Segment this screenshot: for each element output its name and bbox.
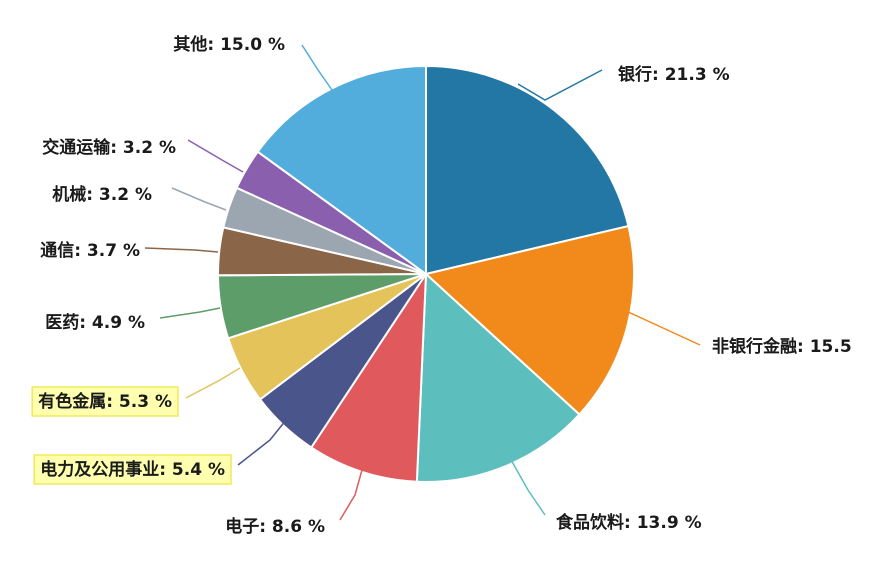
leader-lines <box>144 44 701 521</box>
leader-line-1 <box>623 309 701 346</box>
slice-label-group-10: 其他: 15.0 % <box>173 34 285 55</box>
leader-line-6 <box>159 307 221 319</box>
slice-label-group-5: 有色金属: 5.3 % <box>31 386 179 417</box>
leader-line-3 <box>339 469 363 521</box>
slice-label-9: 交通运输: 3.2 % <box>42 137 176 158</box>
pie-slice-0 <box>425 64 630 276</box>
slice-label-4: 电力及公用事业: 5.4 % <box>40 459 225 480</box>
leader-line-10 <box>301 44 333 91</box>
slice-label-2: 食品饮料: 13.9 % <box>556 512 702 533</box>
leader-line-4 <box>237 419 287 466</box>
slice-label-10: 其他: 15.0 % <box>173 34 285 55</box>
slice-label-group-7: 通信: 3.7 % <box>40 240 140 261</box>
slice-label-group-0: 银行: 21.3 % <box>618 64 730 85</box>
slice-label-8: 机械: 3.2 % <box>52 184 152 205</box>
slice-label-group-6: 医药: 4.9 % <box>45 312 145 333</box>
leader-line-8 <box>171 187 227 211</box>
label-highlight-5 <box>31 386 179 417</box>
slice-label-7: 通信: 3.7 % <box>40 240 140 261</box>
leader-line-5 <box>185 367 241 399</box>
leader-line-2 <box>509 457 546 516</box>
leader-line-7 <box>144 247 219 253</box>
slice-label-6: 医药: 4.9 % <box>45 312 145 333</box>
slice-label-0: 银行: 21.3 % <box>618 64 730 85</box>
slice-label-group-8: 机械: 3.2 % <box>52 184 152 205</box>
leader-line-9 <box>187 139 244 173</box>
slice-label-group-3: 电子: 8.6 % <box>225 516 325 537</box>
leader-line-0 <box>517 69 603 101</box>
slice-labels: 银行: 21.3 % 非银行金融: 15.5 食品饮料: 13.9 % 电子: 8.6… <box>31 34 852 537</box>
pie-slices <box>216 64 635 483</box>
slice-label-group-2: 食品饮料: 13.9 % <box>556 512 702 533</box>
label-highlight-4 <box>33 454 232 485</box>
slice-label-group-9: 交通运输: 3.2 % <box>42 137 176 158</box>
pie-slice-2 <box>415 271 581 483</box>
slice-label-3: 电子: 8.6 % <box>225 516 325 537</box>
slice-label-group-1: 非银行金融: 15.5 <box>712 336 852 357</box>
slice-label-1: 非银行金融: 15.5 <box>712 336 852 357</box>
slice-label-group-4: 电力及公用事业: 5.4 % <box>33 454 232 485</box>
slice-label-5: 有色金属: 5.3 % <box>38 391 172 412</box>
pie-slice-1 <box>423 224 635 416</box>
